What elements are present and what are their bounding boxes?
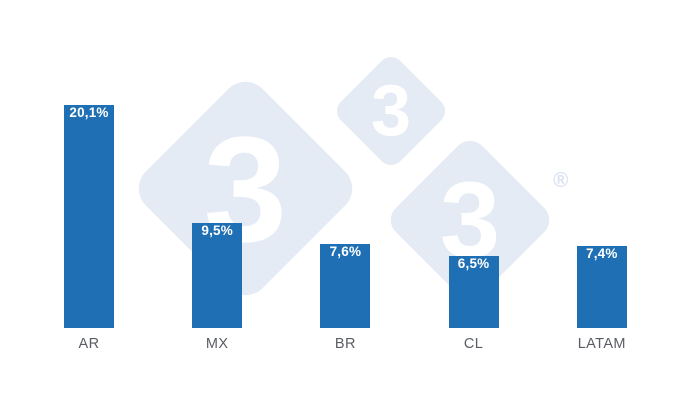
category-label: AR — [78, 336, 100, 352]
bar-value-label: 9,5% — [201, 222, 233, 238]
bar-column: 9,5% MX — [192, 219, 243, 352]
bar-column: 6,5% CL — [448, 252, 499, 352]
bar-column: 7,4% LATAM — [576, 242, 627, 352]
registered-trademark-icon: ® — [553, 169, 569, 192]
bar-column: 7,6% BR — [320, 240, 371, 352]
category-label: LATAM — [577, 336, 626, 352]
bar-value-label: 20,1% — [69, 105, 109, 120]
bar-value-label: 7,4% — [586, 245, 618, 261]
bar-column: 20,1% AR — [64, 101, 114, 352]
bar: 20,1% — [64, 105, 114, 328]
category-label: CL — [463, 336, 484, 352]
category-label: BR — [334, 336, 356, 352]
bar: 7,6% — [320, 243, 371, 328]
bar: 6,5% — [448, 255, 499, 328]
bar-value-label: 7,6% — [329, 243, 362, 259]
bar: 7,4% — [576, 245, 627, 328]
category-label: MX — [205, 336, 229, 352]
bar: 9,5% — [192, 222, 243, 328]
bar-value-label: 6,5% — [457, 255, 490, 271]
